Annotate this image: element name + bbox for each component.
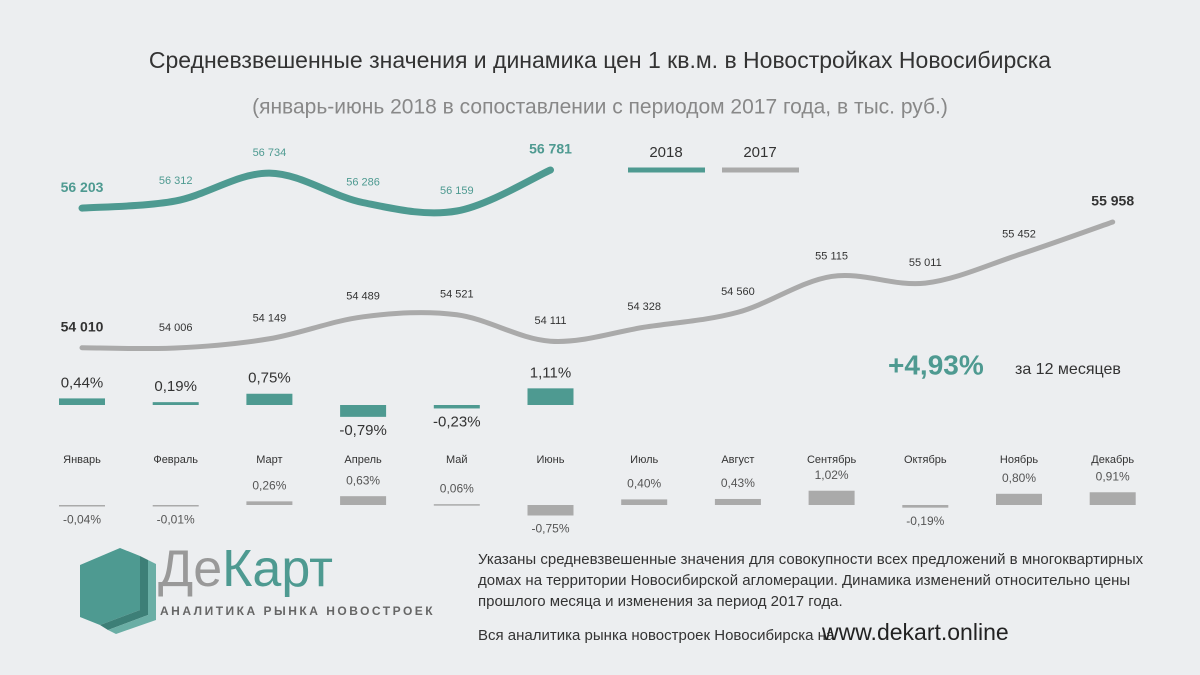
value-label: 55 452	[1002, 229, 1036, 241]
change-bar	[527, 505, 574, 516]
value-label: 55 958	[1091, 193, 1134, 209]
legend-label: 2018	[649, 144, 682, 161]
month-label: Апрель	[344, 454, 382, 466]
change-bar	[433, 504, 480, 506]
value-label: 56 286	[346, 177, 380, 189]
month-label: Август	[721, 454, 754, 466]
value-label: 56 781	[529, 141, 572, 157]
value-label: 54 006	[159, 322, 193, 334]
value-label: 56 312	[159, 175, 193, 187]
change-bar	[1089, 492, 1136, 505]
change-bar	[621, 499, 668, 505]
value-label: 54 010	[61, 318, 104, 334]
change-label: 0,43%	[721, 476, 755, 490]
change-bar	[59, 505, 105, 507]
chart-subtitle: (январь-июнь 2018 в сопоставлении с пери…	[252, 96, 948, 119]
value-label: 54 111	[534, 315, 566, 327]
chart-title: Средневзвешенные значения и динамика цен…	[149, 47, 1051, 73]
change-label: 1,11%	[530, 364, 571, 381]
month-label: Январь	[63, 454, 101, 466]
value-label: 56 734	[253, 147, 287, 159]
change-bar	[340, 405, 387, 417]
value-label: 56 159	[440, 185, 474, 197]
change-label: -0,23%	[433, 413, 481, 430]
link-text: Вся аналитика рынка новостроек Новосибир…	[478, 627, 835, 644]
month-label: Октябрь	[904, 454, 947, 466]
month-label: Июль	[630, 454, 658, 466]
change-label: 0,80%	[1002, 471, 1036, 485]
change-bar	[808, 490, 855, 505]
value-label: 54 149	[253, 313, 287, 325]
value-label: 56 203	[61, 179, 104, 195]
change-label: 0,19%	[154, 378, 197, 395]
value-label: 54 560	[721, 286, 755, 298]
change-label: 0,40%	[627, 477, 661, 491]
logo-icon	[80, 548, 156, 634]
change-label: -0,75%	[531, 522, 569, 536]
change-label: 0,63%	[346, 473, 380, 487]
line	[79, 219, 1116, 352]
logo-part2: Карт	[222, 540, 333, 598]
legend-label: 2017	[743, 144, 776, 161]
change-bar	[902, 505, 949, 508]
value-label: 55 011	[909, 257, 942, 269]
logo-tagline: АНАЛИТИКА РЫНКА НОВОСТРОЕК	[160, 604, 435, 618]
value-label: 54 521	[440, 289, 474, 301]
value-label: 54 489	[346, 291, 380, 303]
line	[78, 166, 554, 217]
change-bar	[527, 388, 574, 405]
month-label: Июнь	[537, 454, 565, 466]
change-label: -0,19%	[906, 514, 944, 528]
annotation-text: за 12 месяцев	[1015, 361, 1121, 378]
logo: ДеКарт	[158, 540, 333, 598]
note-line: домах на территории Новосибирской агломе…	[478, 572, 1130, 589]
change-label: 0,91%	[1096, 469, 1130, 483]
change-bar	[152, 505, 199, 507]
change-label: -0,79%	[339, 422, 387, 439]
note-line: прошлого месяца и изменения за период 20…	[478, 593, 843, 610]
change-label: 0,75%	[248, 370, 291, 387]
month-label: Февраль	[153, 454, 198, 466]
month-label: Сентябрь	[807, 454, 857, 466]
change-bar	[340, 496, 387, 505]
change-bar	[714, 498, 761, 505]
change-bar	[996, 493, 1042, 505]
change-bar	[152, 402, 199, 405]
month-label: Ноябрь	[1000, 454, 1038, 466]
url[interactable]: www.dekart.online	[821, 619, 1009, 645]
change-bar	[246, 501, 293, 505]
change-label: 0,44%	[61, 374, 104, 391]
annotation-value: +4,93%	[888, 349, 984, 380]
value-label: 55 115	[815, 250, 848, 262]
month-label: Декабрь	[1091, 454, 1134, 466]
change-label: -0,04%	[63, 513, 101, 527]
change-label: -0,01%	[157, 513, 195, 527]
month-label: Март	[256, 454, 282, 466]
change-label: 0,06%	[440, 481, 474, 495]
change-label: 0,26%	[252, 479, 286, 493]
change-bar	[246, 393, 293, 405]
change-bar	[59, 398, 105, 405]
change-bar	[433, 405, 480, 409]
value-label: 54 328	[627, 301, 661, 313]
change-label: 1,02%	[815, 468, 849, 482]
note-line: Указаны средневзвешенные значения для со…	[478, 551, 1144, 568]
month-label: Май	[446, 454, 468, 466]
logo-part1: Де	[158, 540, 222, 598]
